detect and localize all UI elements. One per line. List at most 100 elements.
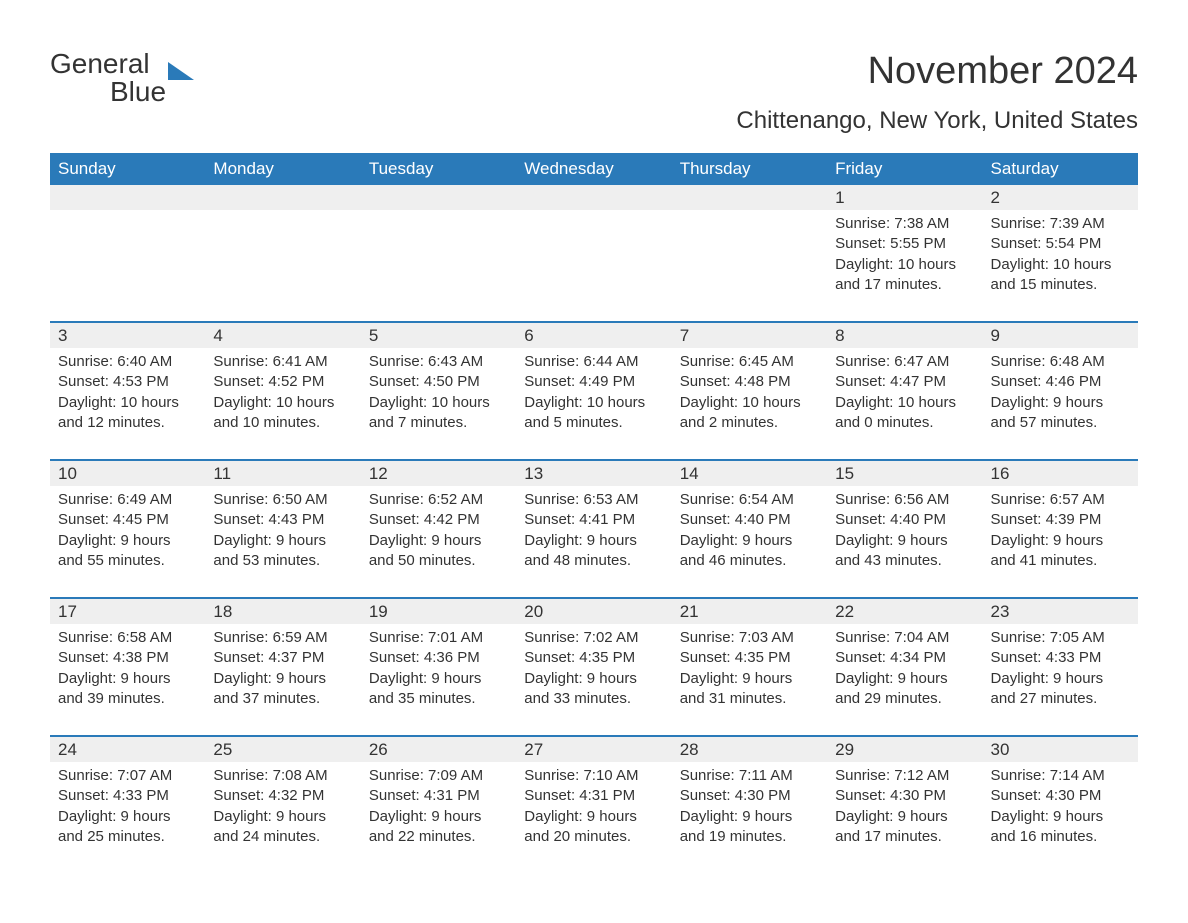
sunrise-line: Sunrise: 6:49 AM bbox=[58, 490, 197, 510]
day-detail-cell: Sunrise: 6:44 AMSunset: 4:49 PMDaylight:… bbox=[516, 348, 671, 460]
sunset-line: Sunset: 4:43 PM bbox=[213, 510, 352, 530]
sunrise-line: Sunrise: 7:08 AM bbox=[213, 766, 352, 786]
sunset-line: Sunset: 4:47 PM bbox=[835, 372, 974, 392]
day-number-cell: 25 bbox=[205, 736, 360, 762]
day-number: 16 bbox=[991, 464, 1010, 483]
sunset-line: Sunset: 4:53 PM bbox=[58, 372, 197, 392]
day-number-cell: 4 bbox=[205, 322, 360, 348]
week-detail-row: Sunrise: 6:58 AMSunset: 4:38 PMDaylight:… bbox=[50, 624, 1138, 736]
empty-day-number-cell bbox=[205, 185, 360, 210]
day-detail-cell: Sunrise: 7:05 AMSunset: 4:33 PMDaylight:… bbox=[983, 624, 1138, 736]
sunset-line: Sunset: 5:54 PM bbox=[991, 234, 1130, 254]
day-number-cell: 8 bbox=[827, 322, 982, 348]
day-number: 4 bbox=[213, 326, 222, 345]
empty-day-detail-cell bbox=[516, 210, 671, 322]
day-detail-cell: Sunrise: 7:02 AMSunset: 4:35 PMDaylight:… bbox=[516, 624, 671, 736]
weekday-header: Monday bbox=[205, 153, 360, 185]
daylight-line: Daylight: 9 hours and 24 minutes. bbox=[213, 807, 352, 848]
day-number: 30 bbox=[991, 740, 1010, 759]
sunrise-line: Sunrise: 6:58 AM bbox=[58, 628, 197, 648]
empty-day-number-cell bbox=[50, 185, 205, 210]
sunset-line: Sunset: 4:30 PM bbox=[835, 786, 974, 806]
sunset-line: Sunset: 4:48 PM bbox=[680, 372, 819, 392]
day-number: 24 bbox=[58, 740, 77, 759]
daylight-line: Daylight: 9 hours and 48 minutes. bbox=[524, 531, 663, 572]
sunrise-line: Sunrise: 7:05 AM bbox=[991, 628, 1130, 648]
sunset-line: Sunset: 4:32 PM bbox=[213, 786, 352, 806]
calendar-body: 12Sunrise: 7:38 AMSunset: 5:55 PMDayligh… bbox=[50, 185, 1138, 873]
day-detail-cell: Sunrise: 7:03 AMSunset: 4:35 PMDaylight:… bbox=[672, 624, 827, 736]
day-number: 28 bbox=[680, 740, 699, 759]
day-detail-cell: Sunrise: 7:38 AMSunset: 5:55 PMDaylight:… bbox=[827, 210, 982, 322]
day-number: 14 bbox=[680, 464, 699, 483]
daylight-line: Daylight: 9 hours and 53 minutes. bbox=[213, 531, 352, 572]
day-number: 21 bbox=[680, 602, 699, 621]
sunset-line: Sunset: 4:49 PM bbox=[524, 372, 663, 392]
weekday-header-row: SundayMondayTuesdayWednesdayThursdayFrid… bbox=[50, 153, 1138, 185]
sunset-line: Sunset: 4:39 PM bbox=[991, 510, 1130, 530]
empty-day-number-cell bbox=[672, 185, 827, 210]
day-number: 15 bbox=[835, 464, 854, 483]
sunset-line: Sunset: 4:50 PM bbox=[369, 372, 508, 392]
day-number-cell: 15 bbox=[827, 460, 982, 486]
day-number: 29 bbox=[835, 740, 854, 759]
month-title: November 2024 bbox=[736, 50, 1138, 93]
sunrise-line: Sunrise: 6:59 AM bbox=[213, 628, 352, 648]
sunrise-line: Sunrise: 6:50 AM bbox=[213, 490, 352, 510]
sunrise-line: Sunrise: 6:47 AM bbox=[835, 352, 974, 372]
day-detail-cell: Sunrise: 7:01 AMSunset: 4:36 PMDaylight:… bbox=[361, 624, 516, 736]
day-number-cell: 17 bbox=[50, 598, 205, 624]
day-number: 20 bbox=[524, 602, 543, 621]
sunset-line: Sunset: 4:34 PM bbox=[835, 648, 974, 668]
day-detail-cell: Sunrise: 7:12 AMSunset: 4:30 PMDaylight:… bbox=[827, 762, 982, 873]
daylight-line: Daylight: 9 hours and 43 minutes. bbox=[835, 531, 974, 572]
daylight-line: Daylight: 9 hours and 25 minutes. bbox=[58, 807, 197, 848]
sunset-line: Sunset: 4:30 PM bbox=[991, 786, 1130, 806]
weekday-header: Thursday bbox=[672, 153, 827, 185]
sunset-line: Sunset: 4:31 PM bbox=[524, 786, 663, 806]
daylight-line: Daylight: 10 hours and 10 minutes. bbox=[213, 393, 352, 434]
day-detail-cell: Sunrise: 6:48 AMSunset: 4:46 PMDaylight:… bbox=[983, 348, 1138, 460]
day-detail-cell: Sunrise: 7:07 AMSunset: 4:33 PMDaylight:… bbox=[50, 762, 205, 873]
day-detail-cell: Sunrise: 6:41 AMSunset: 4:52 PMDaylight:… bbox=[205, 348, 360, 460]
sunrise-line: Sunrise: 6:52 AM bbox=[369, 490, 508, 510]
week-number-row: 24252627282930 bbox=[50, 736, 1138, 762]
brand-logo: General Blue bbox=[50, 50, 194, 106]
day-number-cell: 14 bbox=[672, 460, 827, 486]
day-number-cell: 19 bbox=[361, 598, 516, 624]
day-number-cell: 13 bbox=[516, 460, 671, 486]
daylight-line: Daylight: 9 hours and 35 minutes. bbox=[369, 669, 508, 710]
weekday-header: Sunday bbox=[50, 153, 205, 185]
empty-day-detail-cell bbox=[361, 210, 516, 322]
daylight-line: Daylight: 9 hours and 37 minutes. bbox=[213, 669, 352, 710]
sunrise-line: Sunrise: 6:43 AM bbox=[369, 352, 508, 372]
daylight-line: Daylight: 9 hours and 41 minutes. bbox=[991, 531, 1130, 572]
week-detail-row: Sunrise: 6:40 AMSunset: 4:53 PMDaylight:… bbox=[50, 348, 1138, 460]
day-number-cell: 11 bbox=[205, 460, 360, 486]
day-detail-cell: Sunrise: 6:53 AMSunset: 4:41 PMDaylight:… bbox=[516, 486, 671, 598]
sunrise-line: Sunrise: 7:14 AM bbox=[991, 766, 1130, 786]
day-detail-cell: Sunrise: 7:08 AMSunset: 4:32 PMDaylight:… bbox=[205, 762, 360, 873]
weekday-header: Friday bbox=[827, 153, 982, 185]
sunset-line: Sunset: 4:33 PM bbox=[991, 648, 1130, 668]
daylight-line: Daylight: 9 hours and 17 minutes. bbox=[835, 807, 974, 848]
sunset-line: Sunset: 4:46 PM bbox=[991, 372, 1130, 392]
sunrise-line: Sunrise: 6:48 AM bbox=[991, 352, 1130, 372]
day-detail-cell: Sunrise: 6:43 AMSunset: 4:50 PMDaylight:… bbox=[361, 348, 516, 460]
day-number: 2 bbox=[991, 188, 1000, 207]
sunrise-line: Sunrise: 7:11 AM bbox=[680, 766, 819, 786]
day-detail-cell: Sunrise: 7:14 AMSunset: 4:30 PMDaylight:… bbox=[983, 762, 1138, 873]
day-number: 10 bbox=[58, 464, 77, 483]
sunrise-line: Sunrise: 7:39 AM bbox=[991, 214, 1130, 234]
page-header: General Blue November 2024 Chittenango, … bbox=[50, 50, 1138, 135]
day-detail-cell: Sunrise: 6:50 AMSunset: 4:43 PMDaylight:… bbox=[205, 486, 360, 598]
empty-day-detail-cell bbox=[50, 210, 205, 322]
sunrise-line: Sunrise: 6:57 AM bbox=[991, 490, 1130, 510]
day-number-cell: 16 bbox=[983, 460, 1138, 486]
daylight-line: Daylight: 10 hours and 15 minutes. bbox=[991, 255, 1130, 296]
daylight-line: Daylight: 10 hours and 5 minutes. bbox=[524, 393, 663, 434]
sunrise-line: Sunrise: 7:04 AM bbox=[835, 628, 974, 648]
day-number: 23 bbox=[991, 602, 1010, 621]
daylight-line: Daylight: 10 hours and 2 minutes. bbox=[680, 393, 819, 434]
day-number-cell: 9 bbox=[983, 322, 1138, 348]
